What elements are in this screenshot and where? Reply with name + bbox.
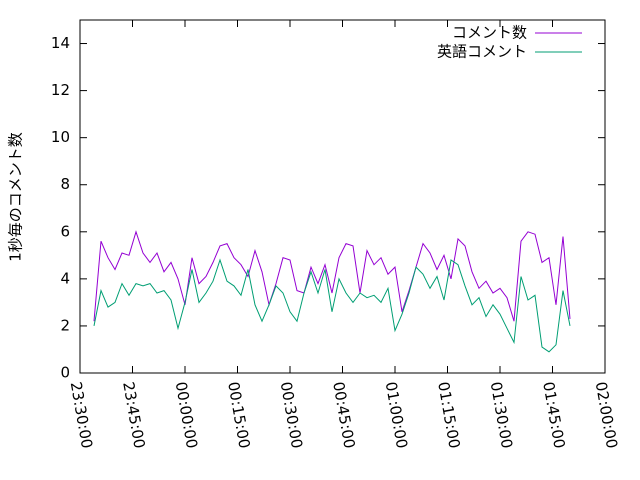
legend-label: 英語コメント — [437, 43, 527, 61]
x-tick-label: 01:15:00 — [434, 380, 463, 449]
x-tick-label: 23:45:00 — [119, 380, 148, 449]
y-tick-label: 4 — [60, 269, 70, 287]
x-tick-label: 02:00:00 — [592, 380, 621, 449]
x-tick-label: 00:15:00 — [224, 380, 253, 449]
x-tick-label: 00:30:00 — [277, 380, 306, 449]
x-tick-label: 01:30:00 — [487, 380, 516, 449]
plot-frame — [79, 19, 606, 374]
y-tick-label: 6 — [60, 222, 70, 240]
legend-label: コメント数 — [452, 24, 527, 42]
line-series — [93, 230, 571, 322]
y-tick-label: 2 — [60, 316, 70, 334]
y-tick-label: 14 — [51, 34, 70, 52]
x-tick-label: 01:45:00 — [539, 380, 568, 449]
x-tick-label: 00:00:00 — [172, 380, 201, 449]
y-axis-label: 1秒毎のコメント数 — [7, 132, 25, 262]
y-tick-label: 0 — [60, 364, 70, 382]
line-series — [93, 258, 571, 353]
y-tick-label: 12 — [51, 81, 70, 99]
x-tick-label: 01:00:00 — [382, 380, 411, 449]
y-tick-label: 8 — [60, 175, 70, 193]
x-tick-label: 00:45:00 — [329, 380, 358, 449]
y-tick-label: 10 — [51, 128, 70, 146]
x-tick-label: 23:30:00 — [67, 380, 96, 449]
